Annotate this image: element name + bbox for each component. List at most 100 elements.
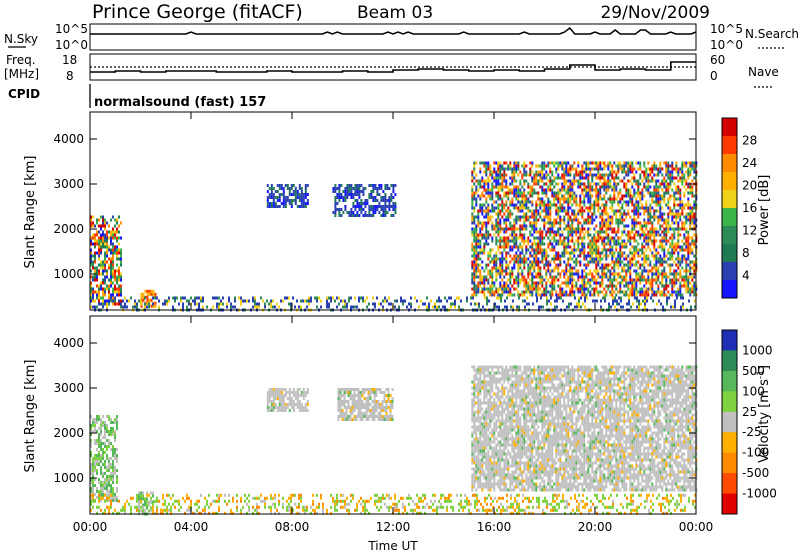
heatmap-cell [565, 167, 568, 171]
heatmap-cell [639, 212, 642, 216]
heatmap-cell [655, 194, 658, 198]
heatmap-cell [581, 242, 584, 246]
heatmap-cell [665, 281, 668, 285]
heatmap-cell [479, 206, 482, 210]
heatmap-cell [605, 212, 608, 216]
heatmap-cell [94, 454, 96, 457]
heatmap-cell [493, 200, 496, 204]
heatmap-cell [515, 254, 518, 258]
heatmap-cell [509, 203, 512, 207]
heatmap-cell [506, 296, 508, 300]
heatmap-cell [519, 245, 522, 249]
heatmap-cell [509, 164, 512, 168]
heatmap-cell [94, 242, 96, 246]
heatmap-cell [116, 248, 118, 252]
heatmap-cell [685, 260, 688, 264]
heatmap-cell [667, 239, 670, 243]
heatmap-cell [571, 293, 574, 297]
heatmap-cell [633, 224, 636, 228]
heatmap-cell [110, 242, 112, 246]
heatmap-cell [521, 269, 524, 273]
heatmap-cell [537, 275, 540, 279]
heatmap-cell [533, 263, 536, 267]
heatmap-cell [682, 302, 684, 306]
heatmap-cell [577, 224, 580, 228]
heatmap-cell [102, 421, 104, 424]
heatmap-cell [651, 197, 654, 201]
heatmap-cell [515, 257, 518, 261]
heatmap-cell [580, 296, 582, 300]
heatmap-cell [689, 236, 692, 240]
heatmap-cell [212, 305, 214, 309]
heatmap-cell [681, 248, 684, 252]
heatmap-cell [607, 224, 610, 228]
heatmap-cell [368, 211, 371, 214]
heatmap-cell [110, 433, 112, 436]
heatmap-cell [631, 218, 634, 222]
heatmap-cell [94, 493, 96, 496]
heatmap-cell [603, 293, 606, 297]
heatmap-cell [517, 215, 520, 219]
heatmap-cell [617, 242, 620, 246]
heatmap-cell [569, 266, 572, 270]
heatmap-cell [595, 197, 598, 201]
heatmap-cell [549, 263, 552, 267]
heatmap-cell [639, 161, 642, 165]
heatmap-cell [529, 173, 532, 177]
heatmap-cell [649, 281, 652, 285]
heatmap-cell [506, 305, 508, 309]
heatmap-cell [655, 260, 658, 264]
heatmap-cell [529, 284, 532, 288]
heatmap-cell [585, 275, 588, 279]
heatmap-cell [394, 211, 397, 214]
heatmap-cell [320, 299, 322, 303]
heatmap-cell [579, 251, 582, 255]
heatmap-cell [272, 406, 275, 409]
heatmap-cell [471, 185, 474, 189]
heatmap-cell [270, 187, 273, 190]
heatmap-cell [100, 284, 102, 288]
heatmap-cell [471, 266, 474, 270]
heatmap-cell [535, 290, 538, 294]
heatmap-cell [448, 296, 450, 300]
heatmap-cell [645, 173, 648, 177]
heatmap-cell [557, 293, 560, 297]
heatmap-cell [517, 254, 520, 258]
heatmap-cell [519, 182, 522, 186]
heatmap-cell [276, 406, 279, 409]
heatmap-cell [557, 200, 560, 204]
heatmap-cell [501, 245, 504, 249]
heatmap-cell [677, 233, 680, 237]
heatmap-cell [687, 212, 690, 216]
heatmap-cell [98, 251, 100, 255]
heatmap-cell [591, 236, 594, 240]
heatmap-cell [551, 242, 554, 246]
heatmap-cell [495, 200, 498, 204]
heatmap-cell [96, 233, 98, 237]
heatmap-cell [523, 290, 526, 294]
heatmap-cell [679, 290, 682, 294]
heatmap-cell [525, 227, 528, 231]
heatmap-cell [497, 266, 500, 270]
heatmap-cell [577, 275, 580, 279]
heatmap-cell [302, 196, 305, 199]
heatmap-cell [665, 260, 668, 264]
heatmap-cell [685, 170, 688, 174]
heatmap-cell [661, 188, 664, 192]
heatmap-cell [352, 205, 355, 208]
heatmap-cell [565, 263, 568, 267]
heatmap-cell [212, 296, 214, 300]
heatmap-cell [691, 290, 694, 294]
heatmap-cell [573, 182, 576, 186]
heatmap-cell [491, 287, 494, 291]
heatmap-cell [525, 179, 528, 183]
heatmap-cell [637, 242, 640, 246]
heatmap-cell [539, 242, 542, 246]
heatmap-cell [426, 296, 428, 300]
heatmap-cell [507, 227, 510, 231]
heatmap-cell [675, 218, 678, 222]
heatmap-cell [104, 239, 106, 243]
heatmap-cell [388, 208, 391, 211]
heatmap-cell [675, 290, 678, 294]
heatmap-cell [653, 218, 656, 222]
